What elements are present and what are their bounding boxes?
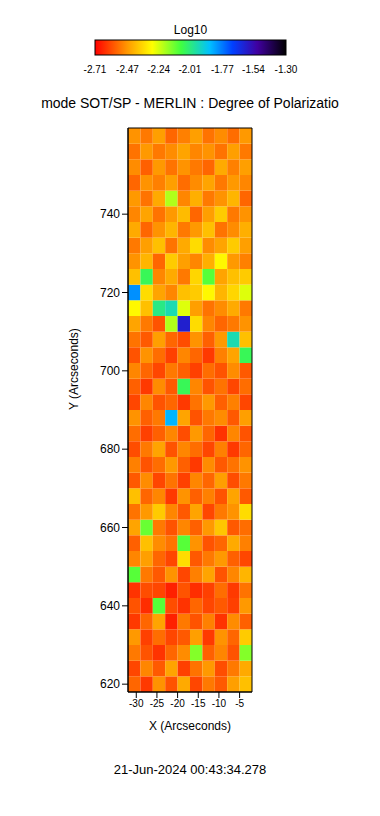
svg-text:-1.77: -1.77 — [211, 64, 234, 75]
svg-text:-5: -5 — [235, 698, 244, 709]
svg-text:-1.54: -1.54 — [242, 64, 265, 75]
svg-text:680: 680 — [100, 442, 120, 456]
svg-text:-20: -20 — [170, 698, 185, 709]
svg-text:700: 700 — [100, 364, 120, 378]
svg-text:-15: -15 — [191, 698, 206, 709]
svg-text:-2.47: -2.47 — [116, 64, 139, 75]
svg-text:740: 740 — [100, 207, 120, 221]
svg-text:720: 720 — [100, 286, 120, 300]
svg-text:Log10: Log10 — [174, 23, 208, 37]
svg-text:Y (Arcseconds): Y (Arcseconds) — [67, 328, 81, 410]
svg-text:-10: -10 — [212, 698, 227, 709]
html-text:21-Jun-2024 00:43:34.278: 21-Jun-2024 00:43:34.278 — [113, 762, 267, 777]
svg-text:620: 620 — [100, 677, 120, 691]
svg-text:-2.71: -2.71 — [84, 64, 107, 75]
svg-text:640: 640 — [100, 599, 120, 613]
svg-text:mode SOT/SP - MERLIN : Degree: mode SOT/SP - MERLIN : Degree of Polariz… — [41, 95, 339, 111]
svg-text:-25: -25 — [150, 698, 165, 709]
svg-text:660: 660 — [100, 521, 120, 535]
svg-text:-1.30: -1.30 — [275, 64, 298, 75]
svg-text:-2.24: -2.24 — [147, 64, 170, 75]
svg-text:X (Arcseconds): X (Arcseconds) — [149, 719, 231, 733]
svg-text:-2.01: -2.01 — [178, 64, 201, 75]
svg-text:-30: -30 — [129, 698, 144, 709]
